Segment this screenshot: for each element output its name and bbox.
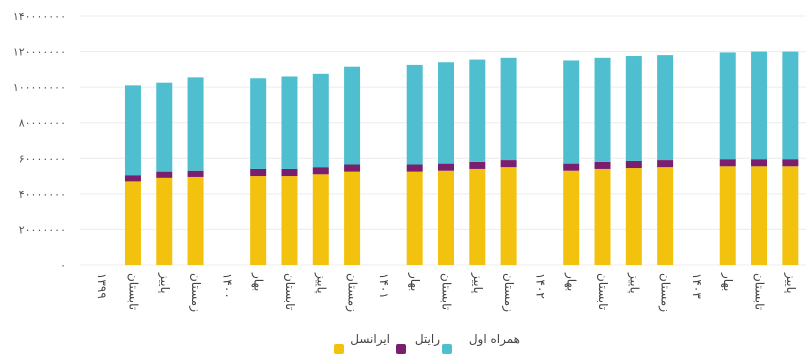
bar-segment <box>406 164 423 172</box>
year-label: ۱۴۰۰ <box>220 273 234 299</box>
bar-segment <box>344 171 361 265</box>
bar-segment <box>312 73 329 168</box>
category-label: زمستان <box>501 273 516 312</box>
bar-segment <box>156 82 173 172</box>
bar-segment <box>625 168 642 265</box>
bar-segment <box>594 168 611 265</box>
bar-segment <box>124 175 141 182</box>
bar-segment <box>751 166 768 265</box>
y-tick-label: ۴۰۰۰۰۰۰۰ <box>19 188 66 201</box>
category-label: بهار <box>251 272 266 291</box>
bar-segment <box>438 163 454 171</box>
y-tick-label: ۱۰۰۰۰۰۰۰۰ <box>13 81 66 94</box>
bar-segment <box>751 51 768 160</box>
bar-segment <box>719 52 736 160</box>
bar-segment <box>187 170 204 177</box>
bar-segment <box>406 171 423 265</box>
y-tick-label: ۲۰۰۰۰۰۰۰ <box>19 223 66 236</box>
category-label: پاییز <box>470 272 485 294</box>
bar-segment <box>500 160 517 168</box>
bar-segment <box>782 159 799 167</box>
legend-swatch <box>334 344 344 354</box>
legend-item: رایتل <box>360 332 440 356</box>
bar-segment <box>657 55 674 161</box>
bar-segment <box>281 76 298 169</box>
bar-segment <box>250 78 267 169</box>
stacked-bar-chart: ۰ ۲۰۰۰۰۰۰۰ ۴۰۰۰۰۰۰۰ ۶۰۰۰۰۰۰۰ ۸۰۰۰۰۰۰۰ ۱۰۰۰۰۰۰… <box>13 10 806 312</box>
bar-segment <box>563 163 580 171</box>
bar-segment <box>406 64 423 165</box>
bar-segment <box>657 160 674 168</box>
category-label: پاییز <box>626 272 641 294</box>
bar-segment <box>344 164 361 172</box>
bar-segment <box>281 168 298 177</box>
bar-segment <box>469 59 486 162</box>
chart-legend: همراه اول رایتل ایرانسل <box>320 332 520 356</box>
category-label: تابستان <box>596 273 610 310</box>
year-label: ۱۴۰۱ <box>377 273 391 299</box>
bar-segment <box>657 167 674 265</box>
category-label: بهار <box>564 272 579 291</box>
bar-segment <box>250 176 267 265</box>
bar-segment <box>250 168 267 177</box>
year-label: ۱۴۰۲ <box>533 273 547 299</box>
legend-swatch <box>396 344 406 354</box>
bar-segment <box>469 168 486 265</box>
legend-item: همراه اول <box>440 332 520 356</box>
bar-segment <box>124 181 141 265</box>
bar-segment <box>312 174 329 265</box>
bar-segment <box>187 77 204 171</box>
bar-segment <box>719 159 736 167</box>
category-label: پاییز <box>783 272 798 294</box>
bar-segment <box>156 177 173 265</box>
bar-segment <box>594 161 611 169</box>
category-label: بهار <box>407 272 422 291</box>
y-tick-label: ۸۰۰۰۰۰۰۰ <box>19 117 66 130</box>
y-tick-label: ۰ <box>60 259 66 272</box>
bar-segment <box>563 60 580 164</box>
category-label: پاییز <box>157 272 172 294</box>
bar-segment <box>312 167 329 175</box>
bar-segment <box>625 56 642 161</box>
category-label: زمستان <box>188 273 203 312</box>
category-label: بهار <box>720 272 735 291</box>
category-label: تابستان <box>126 273 140 310</box>
bar-segment <box>156 171 173 178</box>
category-label: زمستان <box>345 273 360 312</box>
bar-segment <box>469 161 486 169</box>
year-label: ۱۴۰۳ <box>690 273 704 299</box>
legend-label: ایرانسل <box>350 332 390 346</box>
legend-label: همراه اول <box>468 332 520 346</box>
bar-segment <box>625 160 642 169</box>
bar-segment <box>500 167 517 265</box>
year-label: ۱۳۹۹ <box>95 273 109 299</box>
legend-label: رایتل <box>414 332 440 346</box>
category-label: پاییز <box>313 272 328 294</box>
legend-swatch <box>442 344 452 354</box>
bar-segment <box>782 166 799 265</box>
category-label: تابستان <box>753 273 767 310</box>
bar-segment <box>124 85 141 176</box>
bar-segment <box>782 51 799 160</box>
bar-segment <box>751 159 768 167</box>
bar-segment <box>594 57 611 162</box>
bar-segment <box>438 170 454 265</box>
legend-item: ایرانسل <box>310 332 390 356</box>
bar-segment <box>563 170 580 265</box>
category-label: تابستان <box>440 273 454 310</box>
y-tick-label: ۶۰۰۰۰۰۰۰ <box>19 152 66 165</box>
y-tick-label: ۱۴۰۰۰۰۰۰۰ <box>13 10 66 23</box>
bar-segment <box>281 176 298 265</box>
bar-segment <box>500 57 517 161</box>
category-label: زمستان <box>658 273 673 312</box>
bar-segment <box>719 166 736 265</box>
category-label: تابستان <box>283 273 297 310</box>
bar-segment <box>344 66 361 165</box>
bar-segment <box>438 62 454 164</box>
y-tick-label: ۱۲۰۰۰۰۰۰۰ <box>13 46 66 59</box>
bar-segment <box>187 176 204 265</box>
